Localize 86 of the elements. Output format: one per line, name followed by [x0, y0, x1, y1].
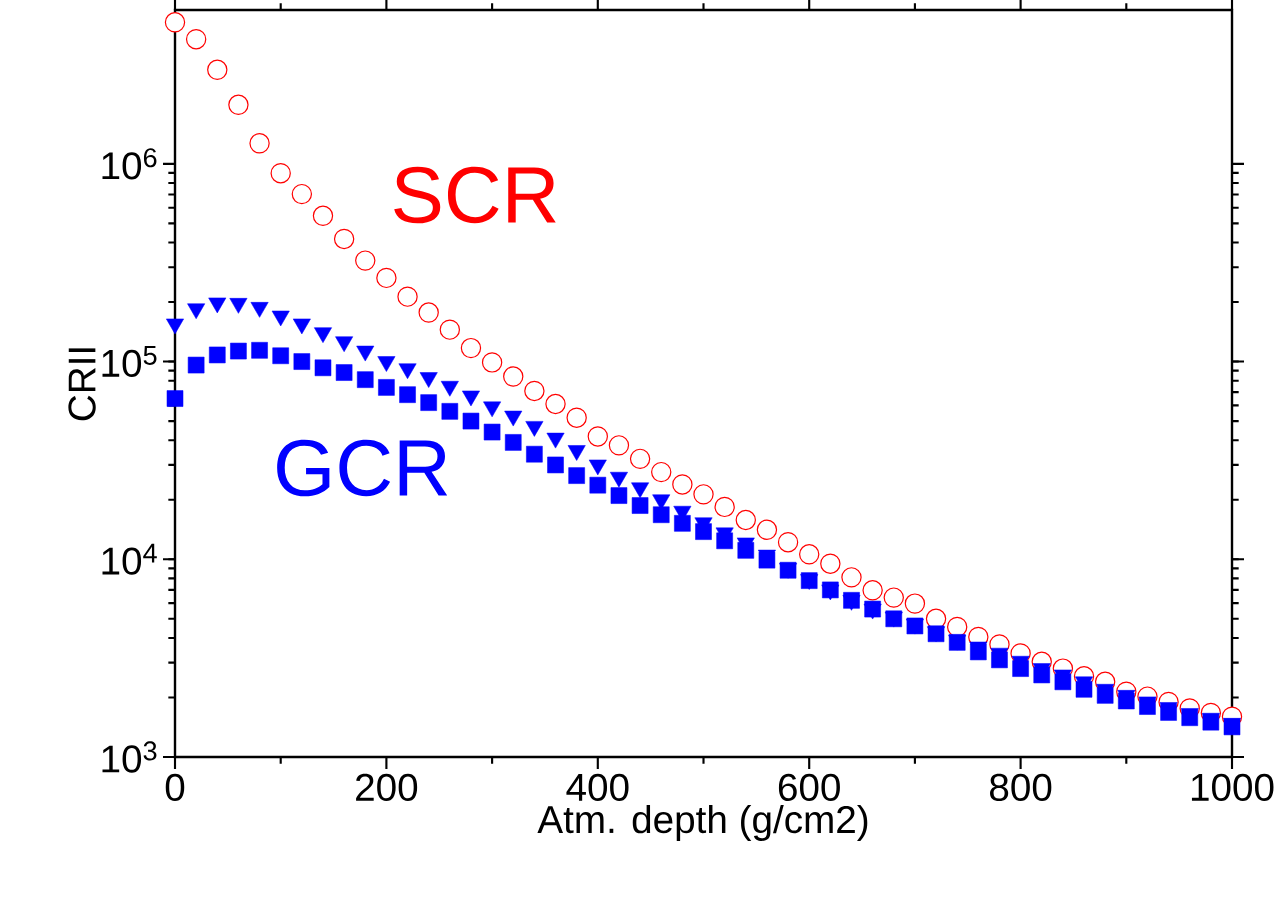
point [439, 319, 461, 340]
point [651, 461, 672, 483]
point [841, 567, 862, 588]
point [397, 286, 418, 307]
x-tick-label: 400 [566, 773, 629, 802]
series-label: GCR [277, 439, 448, 497]
point [714, 496, 735, 518]
point [526, 445, 543, 463]
point [716, 532, 733, 550]
point [270, 162, 291, 184]
point [164, 12, 186, 33]
point [652, 506, 670, 523]
point [547, 456, 564, 474]
point [566, 407, 587, 428]
point [481, 352, 503, 373]
y-tick-label: 10$^{5}$ [102, 346, 157, 378]
x-tick-label: 0 [165, 773, 185, 802]
point [587, 426, 608, 447]
point [589, 476, 607, 494]
y-tick-label: 10$^{4}$ [102, 543, 157, 575]
point [483, 423, 501, 441]
point [1096, 687, 1114, 704]
point [756, 519, 778, 540]
point [695, 523, 712, 540]
point [735, 509, 756, 531]
point [504, 434, 522, 451]
point [251, 342, 268, 359]
point [228, 94, 249, 115]
point [862, 580, 883, 601]
point [333, 228, 355, 250]
point [1118, 692, 1135, 710]
y-axis-title: CRII [68, 348, 96, 421]
point [737, 542, 755, 559]
point [503, 366, 524, 387]
x-axis-title: Atm. depth (g/cm2) [537, 804, 868, 841]
series-label: SCR [394, 166, 556, 224]
point [524, 380, 545, 402]
point [418, 302, 439, 323]
x-tick-label: 600 [778, 773, 840, 802]
point [610, 487, 628, 504]
point [293, 353, 311, 370]
x-tick-label: 200 [356, 773, 418, 802]
point [991, 651, 1008, 669]
point [249, 133, 270, 154]
point [272, 347, 289, 365]
point [185, 29, 207, 50]
point [335, 364, 353, 381]
point [631, 497, 649, 514]
point [441, 403, 459, 420]
y-tick-label: 10$^{3}$ [102, 741, 157, 773]
point [1054, 673, 1072, 691]
point [312, 205, 334, 227]
point [230, 342, 247, 360]
point [207, 59, 228, 80]
point [672, 474, 693, 495]
point [608, 435, 630, 456]
point [545, 393, 566, 415]
x-tick-label: 1000 [1191, 773, 1274, 802]
point [799, 544, 820, 565]
point [187, 356, 205, 374]
point [1012, 660, 1029, 677]
y-tick-label: 10$^{6}$ [102, 148, 157, 180]
point [460, 337, 482, 359]
point [948, 634, 966, 651]
point [883, 587, 904, 608]
point [820, 553, 841, 574]
point [291, 183, 313, 205]
point [209, 346, 226, 364]
point [674, 515, 691, 532]
point [356, 371, 374, 388]
point [355, 250, 376, 271]
point [629, 448, 651, 470]
point [462, 412, 480, 430]
point [777, 532, 799, 553]
point [378, 379, 395, 396]
point [376, 267, 397, 289]
point [314, 359, 332, 377]
point [693, 484, 714, 505]
point [399, 386, 416, 403]
point [1033, 666, 1051, 684]
point [1075, 681, 1093, 698]
point [420, 394, 437, 411]
point [904, 593, 926, 614]
point [568, 467, 585, 484]
point [166, 390, 184, 407]
x-tick-label: 800 [990, 773, 1052, 802]
